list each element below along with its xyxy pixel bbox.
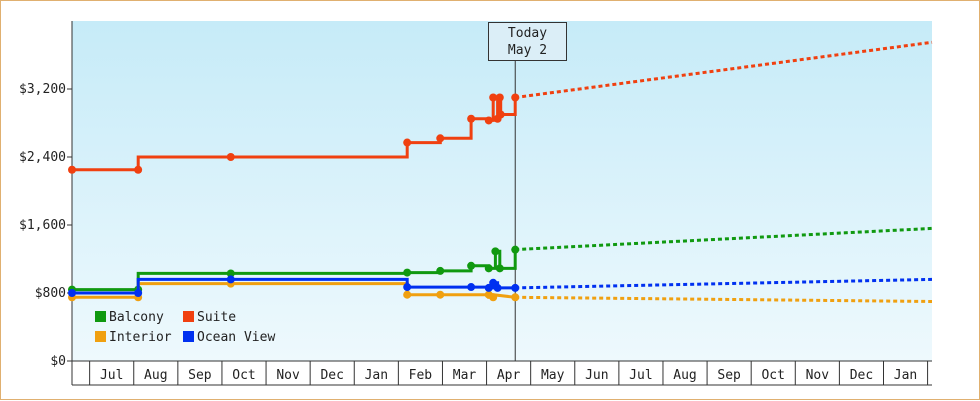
y-tick-label: $3,200 [19, 82, 66, 97]
x-tick-label: Oct [232, 368, 255, 383]
axis-layer: Jul Aug Sep Oct Nov Dec Jan Feb Mar Apr May Jun Jul A… [19, 21, 932, 386]
series-suite-point [467, 114, 476, 123]
series-ocean-view-point [134, 289, 143, 297]
legend-label-ocean-view: Ocean View [197, 330, 275, 345]
series-suite-point [68, 165, 76, 174]
series-balcony-point [436, 266, 445, 275]
series-interior-point [403, 290, 412, 299]
series-interior-point [489, 293, 498, 302]
series-suite-point [403, 138, 412, 147]
plot-area [72, 21, 932, 361]
x-tick-label: Mar [453, 368, 477, 383]
legend-label-balcony: Balcony [109, 310, 164, 325]
x-tick-label: May [541, 368, 565, 383]
x-tick-label: Aug [673, 368, 696, 383]
x-tick-label: Nov [806, 368, 830, 383]
x-tick-label: Jan [365, 368, 388, 383]
series-suite-projection [515, 40, 933, 99]
series-balcony-point [495, 264, 504, 273]
series-suite-point [484, 116, 493, 125]
x-tick-label: Oct [761, 368, 784, 383]
series-suite-point [436, 134, 445, 143]
x-tick-label: Jun [585, 368, 608, 383]
x-tick-label: Feb [409, 368, 433, 383]
series-suite-point [489, 93, 498, 102]
series-balcony-point [467, 261, 476, 270]
series-balcony-point [491, 247, 500, 256]
today-date: May 2 [507, 43, 548, 58]
legend-swatch-interior [95, 331, 106, 342]
y-tick-label: $800 [35, 286, 66, 301]
legend-swatch-suite [183, 311, 194, 322]
today-label: Today [507, 26, 548, 41]
x-tick-label: Dec [850, 368, 873, 383]
series-ocean-view-point [467, 283, 476, 292]
series-suite-point [134, 165, 143, 174]
x-tick-label: Jan [894, 368, 917, 383]
x-tick-label: Nov [276, 368, 300, 383]
y-tick-label: $1,600 [19, 218, 66, 233]
series-suite-point [226, 153, 235, 161]
legend-label-interior: Interior [109, 330, 172, 345]
series-interior-point [436, 290, 445, 299]
series-ocean-view-point [68, 289, 76, 297]
legend: Balcony Suite Interior Ocean View [95, 310, 275, 345]
x-tick-label: Sep [717, 368, 741, 383]
series-suite-point [495, 93, 504, 102]
y-tick-label: $2,400 [19, 150, 66, 165]
x-tick-label: Sep [188, 368, 212, 383]
series-layer [68, 40, 933, 303]
series-balcony-point [226, 269, 235, 278]
x-tick-label: Apr [497, 368, 521, 383]
series-ocean-view-point [403, 283, 412, 292]
legend-swatch-balcony [95, 311, 106, 322]
series-ocean-view-point [493, 283, 502, 292]
x-tick-label: Dec [320, 368, 343, 383]
series-balcony-point [484, 264, 493, 273]
legend-swatch-ocean-view [183, 331, 194, 342]
y-tick-label: $0 [50, 354, 66, 369]
x-tick-label: Jul [629, 368, 652, 383]
x-tick-label: Jul [100, 368, 123, 383]
x-tick-label: Aug [144, 368, 167, 383]
legend-label-suite: Suite [197, 310, 236, 325]
series-suite-point [496, 110, 505, 119]
series-ocean-view-point [226, 275, 235, 284]
today-marker-label: Today May 2 [488, 22, 567, 61]
series-balcony-point [403, 268, 412, 277]
